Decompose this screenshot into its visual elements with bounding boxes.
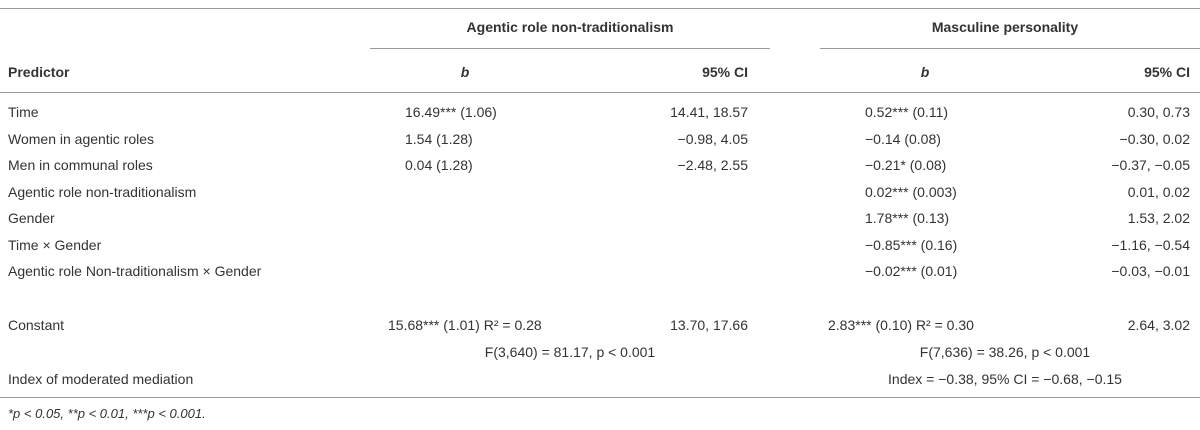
group-rule — [820, 48, 1200, 49]
table-cell: 2.83*** (0.10) R² = 0.30 — [828, 317, 974, 333]
table-cell: 2.64, 3.02 — [1127, 317, 1190, 333]
row-label: Men in communal roles — [8, 157, 153, 173]
header-rule — [0, 92, 1200, 93]
table-cell: −0.98, 4.05 — [677, 130, 748, 147]
table-cell: 0.04 (1.28) — [405, 157, 473, 173]
group-header: Masculine personality — [931, 19, 1079, 35]
table-cell: −1.16, −0.54 — [1111, 236, 1190, 253]
table-cell: 1.53, 2.02 — [1127, 210, 1190, 226]
fit-stat: F(7,636) = 38.26, p < 0.001 — [919, 344, 1091, 360]
table-cell: 16.49*** (1.06) — [405, 104, 497, 120]
row-label: Time × Gender — [8, 236, 102, 253]
column-header: b — [460, 64, 470, 80]
row-label: Time — [8, 104, 39, 120]
table-cell: 13.70, 17.66 — [670, 317, 748, 333]
column-header: Predictor — [8, 64, 70, 80]
table-cell: −2.48, 2.55 — [677, 157, 748, 173]
table-cell: 0.02*** (0.003) — [865, 183, 957, 200]
table-cell: −0.14 (0.08) — [865, 130, 941, 147]
footnote: *p < 0.05, **p < 0.01, ***p < 0.001. — [8, 406, 206, 421]
column-header: 95% CI — [702, 64, 748, 80]
top-rule — [0, 8, 1200, 9]
group-header: Agentic role non-traditionalism — [466, 19, 674, 35]
bottom-rule — [0, 397, 1200, 398]
column-header: 95% CI — [1144, 64, 1190, 80]
table-cell: 0.01, 0.02 — [1127, 183, 1190, 200]
table-cell: −0.02*** (0.01) — [865, 263, 958, 279]
row-label: Index of moderated mediation — [8, 371, 194, 387]
row-label: Agentic role Non-traditionalism × Gender — [8, 263, 262, 279]
group-rule — [370, 48, 770, 49]
row-label: Women in agentic roles — [8, 130, 155, 147]
row-label: Constant — [8, 317, 65, 333]
table-cell: Index = −0.38, 95% CI = −0.68, −0.15 — [888, 371, 1122, 387]
table-cell: 0.52*** (0.11) — [865, 104, 949, 120]
table-cell: −0.03, −0.01 — [1111, 263, 1190, 279]
table-cell: 0.30, 0.73 — [1127, 104, 1190, 120]
table-cell: 14.41, 18.57 — [670, 104, 748, 120]
row-label: Agentic role non-traditionalism — [8, 183, 197, 200]
row-label: Gender — [8, 210, 55, 226]
table-cell: −0.30, 0.02 — [1119, 130, 1190, 147]
table-cell: −0.37, −0.05 — [1111, 157, 1190, 173]
table-cell: −0.21* (0.08) — [865, 157, 947, 173]
table-cell: 1.54 (1.28) — [405, 130, 473, 147]
table-cell: 15.68*** (1.01) R² = 0.28 — [388, 317, 542, 333]
table-cell: −0.85*** (0.16) — [865, 236, 958, 253]
fit-stat: F(3,640) = 81.17, p < 0.001 — [484, 344, 656, 360]
column-header: b — [920, 64, 930, 80]
table-cell: 1.78*** (0.13) — [865, 210, 950, 226]
